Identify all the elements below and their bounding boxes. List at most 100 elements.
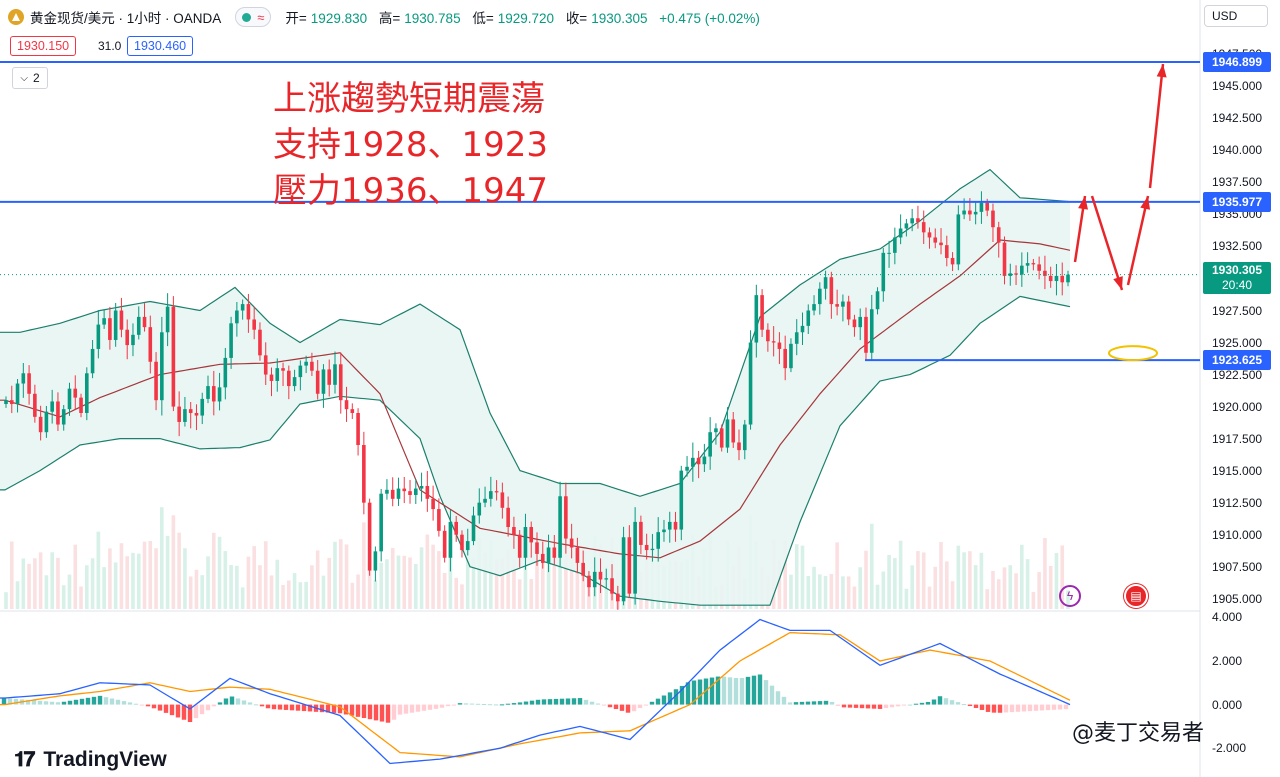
wave-icon: ≈ xyxy=(257,9,265,25)
low-value: 1929.720 xyxy=(497,11,555,26)
macd-histogram-bar xyxy=(331,704,337,713)
volume-bar xyxy=(535,559,539,609)
volume-bar xyxy=(1020,544,1024,609)
currency-select[interactable]: USD xyxy=(1204,5,1268,27)
candle-body xyxy=(379,493,383,552)
volume-bar xyxy=(494,559,499,609)
volume-bar xyxy=(927,586,932,609)
macd-histogram-bar xyxy=(181,704,187,720)
macd-histogram-bar xyxy=(319,704,325,713)
volume-bar xyxy=(15,581,20,609)
macd-histogram-bar xyxy=(157,704,163,711)
candle-body xyxy=(90,348,95,374)
indicators-toggle[interactable]: ⌵ 2 xyxy=(12,67,48,89)
candle-body xyxy=(968,210,972,215)
volume-bar xyxy=(1031,591,1036,609)
volume-bar xyxy=(962,552,966,609)
macd-histogram-bar xyxy=(607,704,613,708)
tradingview-logo[interactable]: 𝟏𝟕 TradingView xyxy=(14,748,167,772)
macd-histogram-bar xyxy=(271,704,277,710)
macd-histogram-bar xyxy=(403,704,409,714)
candle-body xyxy=(535,542,539,554)
level-lines xyxy=(0,60,1200,362)
support-label: 1923.625 xyxy=(1203,350,1271,371)
volume-bar xyxy=(477,537,482,609)
volume-bar xyxy=(96,531,101,609)
current-price: 1930.305 xyxy=(1211,262,1263,277)
volume-bar xyxy=(281,584,285,609)
price-tick-label: 1917.500 xyxy=(1212,431,1263,446)
candle-body xyxy=(27,373,31,394)
macd-histogram-bar xyxy=(343,704,349,715)
volume-bar xyxy=(90,558,95,609)
candle-body xyxy=(304,361,308,366)
candle-body xyxy=(119,310,124,330)
volume-bar xyxy=(298,582,303,609)
macd-histogram-bar xyxy=(379,704,385,722)
sell-price-button[interactable]: 1930.150 xyxy=(10,36,77,56)
macd-histogram-bar xyxy=(829,701,835,705)
candle-body xyxy=(1031,263,1036,265)
market-status-pill[interactable]: ≈ xyxy=(235,7,272,27)
volume-bar xyxy=(529,579,534,609)
candle-body xyxy=(1048,275,1053,282)
lightning-event-icon[interactable]: ϟ xyxy=(1059,585,1081,607)
candle-body xyxy=(558,496,562,558)
macd-histogram-bar xyxy=(1027,704,1033,712)
macd-histogram-bar xyxy=(613,704,619,710)
candle-body xyxy=(910,218,914,224)
candle-body xyxy=(200,398,205,416)
volume-bar xyxy=(869,523,874,609)
volume-bar xyxy=(21,558,26,609)
volume-bar xyxy=(165,535,170,609)
candle-body xyxy=(944,245,949,258)
text-annotation[interactable]: 上涨趨勢短期震蕩 支持1928、1923 壓力1936、1947 xyxy=(273,76,548,214)
macd-histogram-bar xyxy=(541,699,547,705)
volume-bar xyxy=(523,534,528,609)
volume-bar xyxy=(454,577,458,609)
candle-body xyxy=(108,318,112,340)
macd-histogram-bar xyxy=(1051,704,1057,710)
candle-body xyxy=(252,319,256,330)
volume-bar xyxy=(465,549,470,609)
price-tick-label: 1937.500 xyxy=(1212,175,1263,190)
macd-histogram-bar xyxy=(787,702,793,705)
candle-body xyxy=(783,348,787,369)
currency-value: USD xyxy=(1212,9,1238,23)
buy-price-button[interactable]: 1930.460 xyxy=(127,36,194,56)
macd-pane xyxy=(0,618,1071,765)
volume-bar xyxy=(177,532,181,609)
symbol-title[interactable]: 黄金现货/美元 · 1小时 · OANDA xyxy=(30,11,222,26)
volume-bar xyxy=(350,582,355,609)
macd-histogram-bar xyxy=(661,695,667,705)
candle-body xyxy=(696,457,701,465)
macd-histogram-bar xyxy=(283,704,289,710)
candle-body xyxy=(731,419,736,443)
candle-body xyxy=(362,445,366,503)
candle-body xyxy=(979,202,984,212)
candle-body xyxy=(413,488,418,495)
candle-body xyxy=(1008,273,1013,276)
macd-histogram-bar xyxy=(139,704,145,706)
macd-histogram-bar xyxy=(679,685,685,705)
macd-histogram-bar xyxy=(517,702,523,705)
us-flag-event-icon[interactable]: ▤ xyxy=(1124,584,1148,608)
volume-bar xyxy=(119,543,124,609)
macd-histogram-bar xyxy=(631,704,637,712)
volume-bar xyxy=(944,561,949,609)
candle-body xyxy=(460,534,464,551)
macd-histogram-bar xyxy=(487,704,493,706)
volume-bar xyxy=(956,545,961,609)
candle-body xyxy=(85,373,89,413)
candle-body xyxy=(96,324,101,349)
candle-body xyxy=(748,342,753,425)
volume-bar xyxy=(362,522,366,609)
volume-bar xyxy=(235,565,239,609)
price-tick-label: 1910.000 xyxy=(1212,527,1263,542)
candle-body xyxy=(858,316,863,328)
candle-body xyxy=(702,456,707,465)
macd-histogram-bar xyxy=(445,704,451,707)
candle-body xyxy=(564,496,568,539)
candle-body xyxy=(4,400,8,405)
